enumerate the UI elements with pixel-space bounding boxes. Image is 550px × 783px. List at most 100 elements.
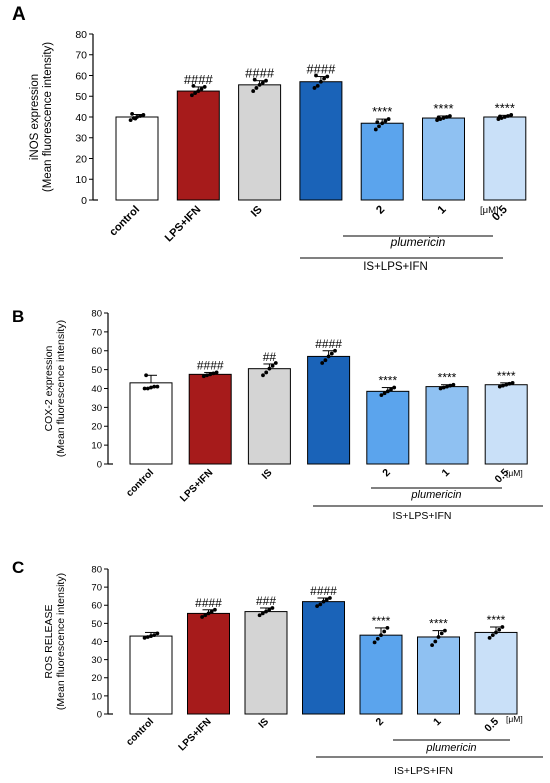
panel-a-data-point xyxy=(254,86,259,90)
panel-a-data-point xyxy=(319,79,323,84)
panel-c-data-point xyxy=(324,597,329,602)
panel-a-data-point xyxy=(130,111,135,116)
panel-a-label: A xyxy=(12,4,26,25)
panel-c-y-tick-label: 70 xyxy=(91,583,102,594)
panel-b-label: B xyxy=(12,307,24,326)
panel-a-data-point xyxy=(441,116,446,120)
panel-c-bar xyxy=(302,601,345,715)
panel-b-y-tick-label: 10 xyxy=(91,441,102,452)
panel-c-significance-label: **** xyxy=(487,613,506,627)
panel-c-bar xyxy=(474,631,518,715)
panel-c-category-label: 0.5 xyxy=(482,716,501,735)
panel-a-unit-label: [μM] xyxy=(480,205,499,216)
panel-a-significance-label: **** xyxy=(495,100,515,115)
panel-c-data-point xyxy=(203,613,208,618)
panel-b-data-point xyxy=(261,373,265,378)
panel-a-data-point xyxy=(383,119,388,124)
panel-a-data-point xyxy=(133,116,138,121)
panel-a-data-point xyxy=(128,118,133,123)
panel-b-data-point xyxy=(326,354,331,359)
panel-a-data-point xyxy=(373,127,378,132)
panel-a-data-point xyxy=(252,77,257,82)
panel-c-y-tick-label: 0 xyxy=(97,709,102,720)
panel-a-data-point xyxy=(448,114,452,118)
panel-a-treatment-label: IS+LPS+IFN xyxy=(363,261,428,273)
panel-c-category-label: IS xyxy=(257,716,272,731)
panel-b-data-point xyxy=(507,381,512,386)
panel-b-data-point xyxy=(323,358,328,363)
panel-b-data-point xyxy=(392,385,397,390)
panel-a-data-point xyxy=(502,115,507,119)
panel-c-bar xyxy=(129,635,173,715)
panel-c-data-point xyxy=(433,639,438,644)
panel-a-data-point xyxy=(375,120,380,125)
panel-b-data-point xyxy=(385,389,390,394)
panel-c-y-tick-label: 50 xyxy=(91,619,102,630)
panel-b-data-point xyxy=(208,372,213,377)
panel-c-data-point xyxy=(439,631,444,636)
panel-a-data-point xyxy=(196,89,201,93)
panel-b-category-label: 1 xyxy=(440,467,453,480)
panel-b-y-tick-label: 30 xyxy=(91,403,102,414)
panel-b-y-tick-label: 80 xyxy=(91,308,102,319)
panel-a-y-tick-label: 80 xyxy=(75,29,87,41)
panel-a-data-point xyxy=(380,121,385,126)
panel-a-bar xyxy=(115,116,159,201)
panel-c-data-point xyxy=(264,609,268,614)
panel-c-treatment-label: IS+LPS+IFN xyxy=(394,765,453,777)
panel-b-category-label: LPS+IFN xyxy=(178,467,215,504)
panel-a-bar xyxy=(360,122,404,201)
panel-a-data-point xyxy=(386,117,391,121)
panel-a-bar xyxy=(483,116,527,201)
panel-a-bar xyxy=(238,84,282,201)
panel-b-significance-label: #### xyxy=(197,358,224,372)
panel-c-compound-label: plumericin xyxy=(425,742,476,754)
panel-b-data-point xyxy=(270,363,275,368)
panel-b-data-point xyxy=(142,386,147,391)
panel-a-data-point xyxy=(509,113,514,117)
panel-a-data-point xyxy=(191,83,196,88)
panel-a-y-tick-label: 0 xyxy=(81,195,87,207)
panel-b-category-label: 2 xyxy=(380,467,393,480)
panel-a-y-tick-label: 70 xyxy=(75,50,87,62)
panel-a-y-tick-label: 20 xyxy=(75,153,87,165)
panel-b-data-point xyxy=(445,384,449,389)
panel-a-y-tick-label: 50 xyxy=(75,91,87,103)
panel-b-bar xyxy=(247,368,291,465)
panel-a-data-point xyxy=(199,87,204,91)
panel-a-data-point xyxy=(436,115,441,120)
panel-a-compound-label: plumericin xyxy=(390,235,446,249)
panel-b-data-point xyxy=(448,383,453,388)
panel-b-y-tick-label: 70 xyxy=(91,327,102,338)
panel-c-data-point xyxy=(328,596,332,600)
panel-a-category-label: LPS+IFN xyxy=(163,204,204,245)
panel-b-data-point xyxy=(501,383,505,388)
panel-b-data-point xyxy=(205,373,209,378)
panel-b-data-point xyxy=(201,374,206,379)
panel-a-bar xyxy=(176,90,220,201)
panel-a-significance-label: #### xyxy=(184,72,214,87)
panel-a-data-point xyxy=(498,114,502,119)
panel-c-data-point xyxy=(257,613,262,618)
panel-c-y-tick-label: 40 xyxy=(91,637,102,648)
panel-a-data-point xyxy=(322,76,326,81)
panel-b-bar xyxy=(188,373,232,465)
panel-b-bar xyxy=(129,382,173,465)
panel-b-data-point xyxy=(438,386,443,391)
panel-c-data-point xyxy=(500,625,505,629)
panel-a-y-label-line2: (Mean fluorescence intensity) xyxy=(42,42,54,192)
panel-c-data-point xyxy=(487,635,492,640)
panel-c-data-point xyxy=(209,609,214,614)
panel-a-bar xyxy=(299,81,343,201)
panel-c-data-point xyxy=(149,634,153,638)
panel-b-significance-label: #### xyxy=(315,337,342,351)
panel-a-category-label: IS xyxy=(249,204,265,220)
panel-a-data-point xyxy=(251,89,256,93)
panel-b-y-tick-label: 60 xyxy=(91,346,102,357)
panel-b-y-tick-label: 0 xyxy=(97,459,102,470)
panel-b-data-point xyxy=(155,384,160,389)
panel-a-data-point xyxy=(315,83,320,88)
panel-c-data-point xyxy=(206,611,211,616)
panel-c-y-tick-label: 20 xyxy=(91,673,102,684)
